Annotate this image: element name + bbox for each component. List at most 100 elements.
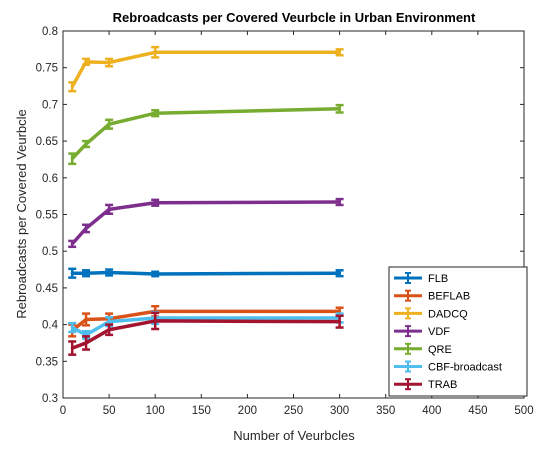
legend-label: TRAB [428,379,457,391]
error-bar [68,267,77,279]
data-point [153,50,157,54]
x-tick-label: 250 [284,405,303,417]
x-axis-label: Number of Veurbcles [233,428,355,443]
x-tick-label: 50 [103,405,116,417]
data-point [338,200,342,204]
series-line-flb [72,270,340,276]
error-bar [82,139,91,149]
x-tick-label: 300 [330,405,349,417]
data-point [338,107,342,111]
error-bar [105,323,114,337]
x-tick-label: 0 [60,405,66,417]
data-point [153,201,157,205]
data-point [107,328,111,332]
legend: FLB BEFLAB DADCQ VDF QRE CBF-broadcast TRAB [388,266,528,397]
y-tick-label: 0.7 [42,99,58,111]
data-point [84,341,88,345]
data-point [107,122,111,126]
data-point [70,271,74,275]
legend-label: QRE [428,344,452,356]
y-tick-label: 0.35 [36,356,58,368]
legend-item-cbf-broadcast: CBF-broadcast [394,360,502,374]
error-bar [335,103,344,114]
data-point [70,157,74,161]
y-tick-label: 0.55 [36,210,58,222]
series-dadcq [68,45,344,93]
data-point [153,319,157,323]
data-point [70,242,74,246]
y-tick-label: 0.75 [36,63,58,75]
error-bar [151,198,160,207]
x-tick-label: 500 [514,405,533,417]
legend-item-vdf: VDF [394,325,450,338]
error-bar [335,314,344,329]
legend-item-beflab: BEFLAB [394,289,470,303]
legend-label: FLB [428,273,448,285]
data-point [338,320,342,324]
data-point [153,111,157,115]
series-qre [68,103,344,166]
data-point [338,271,342,275]
error-bar [151,311,160,331]
data-point [107,320,111,324]
y-axis-ticks: 0.3 0.35 0.4 0.45 0.5 0.55 0.6 0.65 0.7 0.75 0.8 [36,26,524,405]
error-bar [68,340,77,356]
data-point [338,309,342,313]
y-tick-label: 0.8 [42,26,58,38]
x-tick-label: 400 [422,405,441,417]
data-point [84,271,88,275]
error-bar [151,45,160,59]
data-point [70,326,74,330]
error-bar [335,197,344,207]
y-tick-label: 0.4 [42,320,59,332]
data-point [338,50,342,54]
x-axis-ticks: 0 50 100 150 200 250 300 350 400 450 500 [60,31,534,417]
data-point [107,207,111,211]
error-bar [68,239,77,249]
legend-label: VDF [428,326,450,338]
data-point [84,317,88,321]
series-trab [68,311,344,356]
x-tick-label: 150 [192,405,211,417]
data-point [70,346,74,350]
error-bar [68,321,77,334]
legend-label: BEFLAB [428,291,470,303]
error-bar [335,48,344,57]
y-tick-label: 0.45 [36,283,58,295]
chart-title: Rebroadcasts per Covered Veurbcle in Urb… [113,10,476,25]
error-bar [151,109,160,118]
series-layer [68,45,344,356]
y-axis-label: Rebroadcasts per Covered Veurbcle [14,109,29,319]
legend-label: DADCQ [428,308,468,320]
error-bar [82,269,91,278]
data-point [84,226,88,230]
error-bar [68,152,77,166]
y-tick-label: 0.5 [42,246,58,258]
error-bar [82,312,91,327]
x-tick-label: 100 [146,405,165,417]
error-bar [82,335,91,351]
data-point [84,142,88,146]
data-point [107,61,111,65]
legend-item-qre: QRE [394,342,452,356]
y-tick-label: 0.6 [42,173,58,185]
legend-label: CBF-broadcast [428,362,502,374]
data-point [70,85,74,89]
y-tick-label: 0.3 [42,393,58,405]
x-tick-label: 450 [468,405,487,417]
error-bar [335,269,344,278]
error-bar [82,223,91,234]
x-tick-label: 200 [238,405,257,417]
x-tick-label: 350 [376,405,395,417]
legend-item-trab: TRAB [394,378,457,391]
error-bar [151,270,160,278]
error-bar [68,81,77,93]
legend-item-dadcq: DADCQ [394,307,468,320]
data-point [84,60,88,64]
data-point [107,270,111,274]
legend-item-flb: FLB [394,272,448,285]
error-bar [105,118,114,130]
series-flb [68,267,344,279]
error-bar [105,57,114,68]
